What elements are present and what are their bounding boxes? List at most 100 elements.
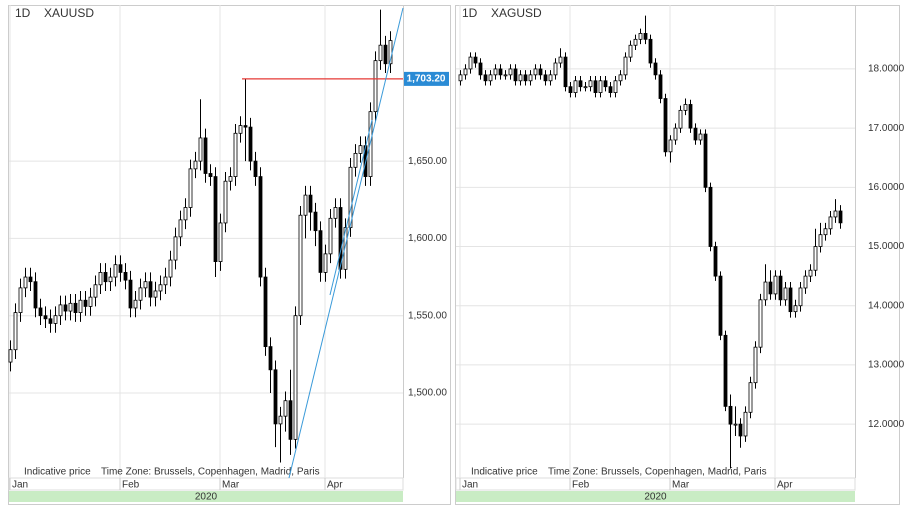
candle-body	[353, 152, 358, 168]
candle-body	[83, 299, 88, 307]
candle-body	[533, 68, 538, 76]
y-tick-label: 17.0000	[868, 123, 905, 134]
candle-body	[243, 125, 248, 128]
trend-line	[329, 119, 373, 296]
candle-body	[153, 290, 158, 298]
candle-body	[668, 139, 673, 153]
price-tag	[404, 71, 449, 86]
candle-body	[558, 56, 563, 64]
chart-title: XAUUSD	[44, 6, 94, 20]
candle-body	[803, 275, 808, 289]
candle-body	[643, 33, 648, 40]
candle-body	[58, 304, 63, 317]
candle-body	[258, 176, 263, 278]
candle-body	[368, 111, 373, 177]
candle-body	[598, 80, 603, 94]
candle-body	[633, 38, 638, 46]
candle-body	[698, 133, 703, 141]
candle-body	[348, 166, 353, 228]
candle-body	[198, 137, 203, 162]
candle-body	[268, 346, 273, 371]
candle-body	[763, 281, 768, 301]
candle-body	[68, 302, 73, 312]
candle-body	[728, 405, 733, 425]
candle-body	[798, 287, 803, 307]
candle-body	[738, 423, 743, 437]
candle-body	[313, 211, 318, 232]
candle-body	[108, 276, 113, 283]
candle-body	[693, 127, 698, 141]
candle-body	[638, 33, 643, 40]
candle-body	[538, 68, 543, 76]
candle-body	[298, 214, 303, 317]
y-tick-label: 1,600.00	[408, 233, 447, 244]
candle-body	[713, 246, 718, 277]
candle-body	[678, 109, 683, 129]
candle-body	[333, 207, 338, 219]
candle-body	[93, 284, 98, 298]
candle-body	[623, 56, 628, 76]
x-tick-label: Feb	[572, 480, 590, 491]
candle-body	[778, 275, 783, 301]
candle-body	[628, 44, 633, 58]
candle-body	[88, 296, 93, 307]
candle-body	[323, 253, 328, 273]
candle-body	[548, 74, 553, 82]
candle-body	[593, 80, 598, 94]
candle-body	[383, 44, 388, 65]
candle-body	[223, 180, 228, 224]
candle-body	[463, 68, 468, 76]
candle-body	[753, 346, 758, 384]
candle-body	[513, 68, 518, 82]
candle-body	[38, 307, 43, 317]
candle-body	[278, 415, 283, 425]
candle-body	[528, 74, 533, 82]
candle-body	[128, 279, 133, 309]
candle-body	[328, 217, 333, 255]
candle-body	[133, 299, 138, 309]
candle-body	[603, 80, 608, 88]
x-tick-label: Mar	[222, 480, 240, 491]
candle-body	[833, 210, 838, 218]
candle-body	[768, 281, 773, 295]
timezone-note: Time Zone: Brussels, Copenhagen, Madrid,…	[101, 467, 320, 478]
candle-body	[253, 160, 258, 177]
candle-body	[48, 318, 53, 324]
candle-body	[588, 80, 593, 88]
candle-body	[793, 305, 798, 313]
candle-body	[23, 276, 28, 289]
candle-body	[788, 287, 793, 313]
candle-body	[563, 56, 568, 88]
price-tag-label: 1,703.20	[407, 74, 446, 85]
candle-body	[123, 272, 128, 281]
candle-body	[703, 133, 708, 188]
candle-body	[98, 272, 103, 286]
candle-body	[568, 86, 573, 94]
candle-body	[73, 302, 78, 314]
candle-body	[748, 382, 753, 413]
candle-body	[478, 62, 483, 76]
y-tick-label: 15.0000	[868, 241, 905, 252]
candle-body	[43, 315, 48, 320]
y-tick-label: 1,550.00	[408, 310, 447, 321]
year-bar	[456, 491, 855, 502]
candle-body	[483, 74, 488, 82]
y-tick-label: 16.0000	[868, 182, 905, 193]
candle-body	[468, 56, 473, 70]
candle-body	[213, 176, 218, 262]
candle-body	[818, 234, 823, 247]
y-tick-label: 1,500.00	[408, 388, 447, 399]
candle-body	[838, 210, 843, 224]
candle-body	[138, 287, 143, 301]
x-tick-label: Jan	[462, 480, 478, 491]
candle-body	[288, 400, 293, 440]
candle-body	[18, 287, 23, 314]
candle-body	[578, 80, 583, 88]
candle-body	[78, 299, 83, 314]
year-bar	[9, 491, 403, 502]
candle-body	[493, 68, 498, 76]
candle-body	[168, 259, 173, 278]
candle-body	[248, 126, 253, 162]
y-tick-label: 12.0000	[868, 419, 905, 430]
trend-line	[288, 7, 404, 479]
